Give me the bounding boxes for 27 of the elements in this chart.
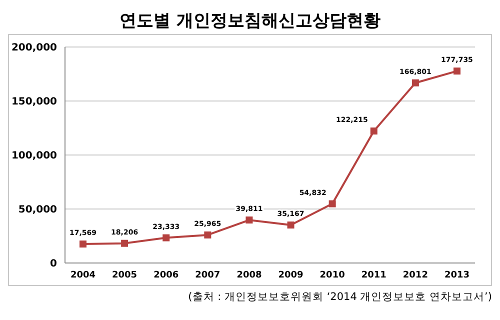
y-tick-label: 50,000	[18, 204, 58, 216]
point	[246, 216, 253, 224]
text: (출처 : 개인정보보호위원회 ‘2014 개인정보보호 연차보고서’)	[187, 290, 492, 304]
point	[121, 240, 128, 247]
y-tick-label: 150,000	[11, 96, 58, 108]
y-tick-label: 0	[50, 258, 58, 270]
x-tick-label: 2010	[320, 270, 345, 280]
x-tick-label: 2013	[444, 270, 470, 280]
x-tick-label: 2012	[402, 270, 428, 280]
point	[287, 222, 294, 229]
x-tick-label: 2005	[112, 270, 138, 280]
x-tick-label: 2007	[195, 270, 220, 280]
point	[454, 68, 460, 75]
y-tick-label: 100,000	[11, 150, 58, 162]
x-tick-label: 2004	[70, 270, 96, 280]
point	[328, 200, 336, 208]
y-tick-label: 200,000	[11, 42, 58, 54]
x-tick-label: 2008	[236, 270, 262, 280]
x-tick-label: 2006	[154, 270, 179, 280]
point	[162, 234, 170, 242]
x-tick-label: 2011	[361, 270, 386, 280]
point	[370, 128, 378, 135]
point	[80, 240, 86, 248]
chart-title: 연도별 개인정보침해신고상담현황	[118, 10, 382, 33]
point	[204, 231, 212, 238]
x-tick-label: 2009	[278, 270, 304, 280]
point	[412, 79, 419, 86]
